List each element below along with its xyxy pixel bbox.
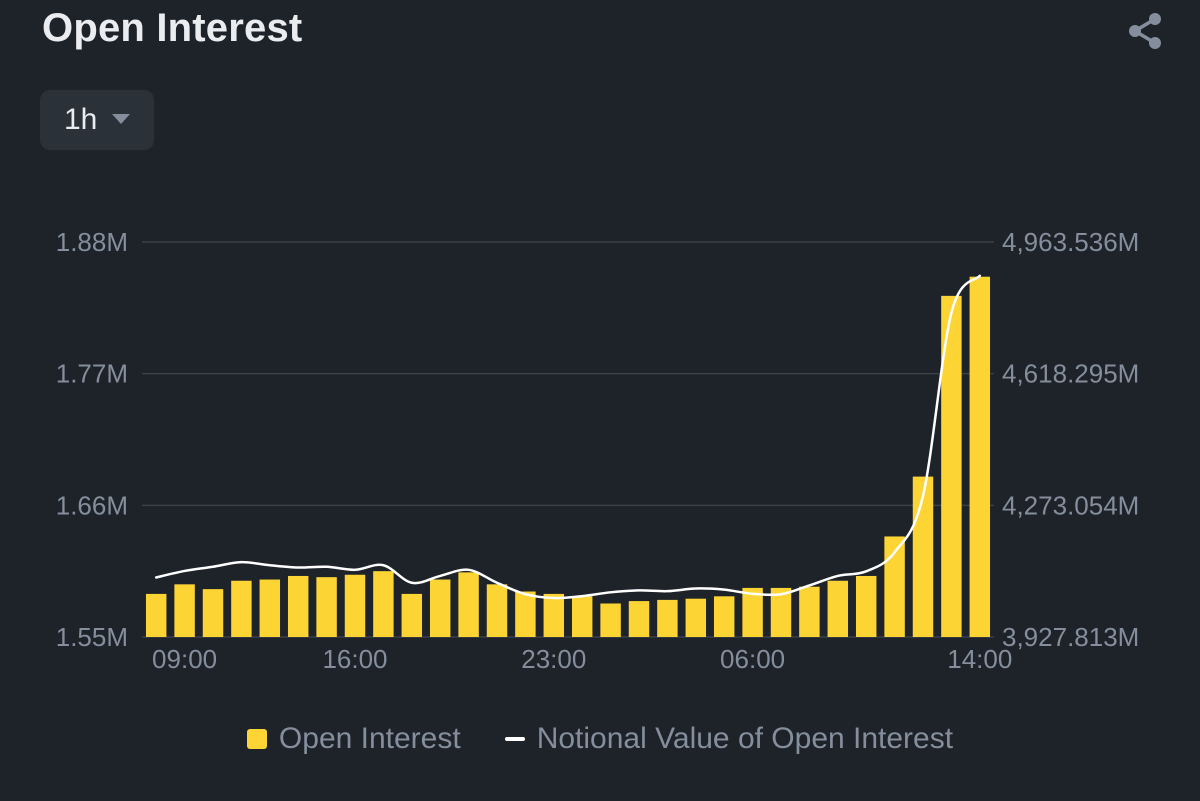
share-icon[interactable]: [1124, 10, 1166, 52]
legend-item-open-interest[interactable]: Open Interest: [246, 722, 461, 756]
open-interest-bar[interactable]: [373, 571, 394, 637]
caret-down-icon: [112, 114, 130, 124]
x-tick-label: 14:00: [947, 644, 1012, 674]
open-interest-bar[interactable]: [827, 580, 849, 637]
left-axis: 1.88M 1.77M 1.66M 1.55M: [56, 227, 128, 652]
open-interest-bar[interactable]: [969, 276, 991, 637]
open-interest-bar[interactable]: [316, 577, 337, 637]
right-tick-label: 4,963.536M: [1002, 227, 1139, 257]
open-interest-bar[interactable]: [259, 579, 281, 637]
open-interest-bar[interactable]: [770, 587, 792, 637]
open-interest-bar[interactable]: [713, 596, 735, 637]
open-interest-bar[interactable]: [515, 591, 536, 637]
bar-swatch-icon: [246, 729, 267, 749]
open-interest-bar[interactable]: [458, 572, 479, 637]
notional-value-line[interactable]: [154, 274, 982, 600]
open-interest-bar[interactable]: [600, 603, 621, 637]
x-tick-label: 09:00: [152, 644, 217, 674]
open-interest-bar[interactable]: [486, 584, 508, 637]
open-interest-bar[interactable]: [628, 601, 650, 637]
x-axis: 09:00 16:00 23:00 06:00 14:00: [152, 644, 1012, 674]
right-axis: 4,963.536M 4,618.295M 4,273.054M 3,927.813M: [1002, 227, 1139, 652]
open-interest-bar[interactable]: [855, 575, 877, 637]
page-title: Open Interest: [42, 6, 303, 50]
right-tick-label: 4,618.295M: [1002, 359, 1139, 389]
left-tick-label: 1.77M: [56, 359, 128, 389]
open-interest-bar[interactable]: [145, 593, 167, 637]
line-swatch-icon: [504, 737, 525, 741]
open-interest-bar[interactable]: [657, 599, 678, 637]
open-interest-bar[interactable]: [685, 598, 707, 637]
open-interest-bar[interactable]: [543, 593, 565, 637]
interval-dropdown[interactable]: 1h: [40, 90, 154, 150]
open-interest-chart: 1.88M 1.77M 1.66M 1.55M 4,963.536M 4,618.295…: [56, 227, 1140, 674]
open-interest-bar[interactable]: [884, 536, 905, 637]
open-interest-bar[interactable]: [231, 580, 252, 637]
open-interest-bar[interactable]: [202, 589, 224, 637]
open-interest-bar[interactable]: [571, 596, 593, 637]
left-tick-label: 1.88M: [56, 227, 128, 257]
legend-item-notional-value[interactable]: Notional Value of Open Interest: [504, 722, 954, 756]
right-tick-label: 4,273.054M: [1002, 490, 1139, 520]
legend-label: Notional Value of Open Interest: [536, 722, 954, 755]
open-interest-bar[interactable]: [799, 586, 820, 637]
x-tick-label: 16:00: [322, 644, 387, 674]
left-tick-label: 1.55M: [56, 622, 128, 652]
legend-label: Open Interest: [278, 722, 461, 755]
open-interest-bar[interactable]: [429, 579, 451, 637]
grid-lines: [142, 241, 994, 638]
x-tick-label: 23:00: [521, 644, 586, 674]
open-interest-bar[interactable]: [941, 295, 962, 637]
chart-legend: Open Interest Notional Value of Open Int…: [0, 722, 1200, 756]
open-interest-bar[interactable]: [174, 584, 195, 637]
open-interest-bar[interactable]: [344, 574, 366, 637]
bar-series: [145, 276, 991, 637]
left-tick-label: 1.66M: [56, 490, 128, 520]
open-interest-bar[interactable]: [287, 575, 309, 637]
right-tick-label: 3,927.813M: [1002, 622, 1139, 652]
line-series: [154, 274, 982, 600]
open-interest-bar[interactable]: [742, 587, 763, 637]
interval-value: 1h: [64, 103, 98, 136]
open-interest-bar[interactable]: [401, 593, 423, 637]
x-tick-label: 06:00: [720, 644, 785, 674]
